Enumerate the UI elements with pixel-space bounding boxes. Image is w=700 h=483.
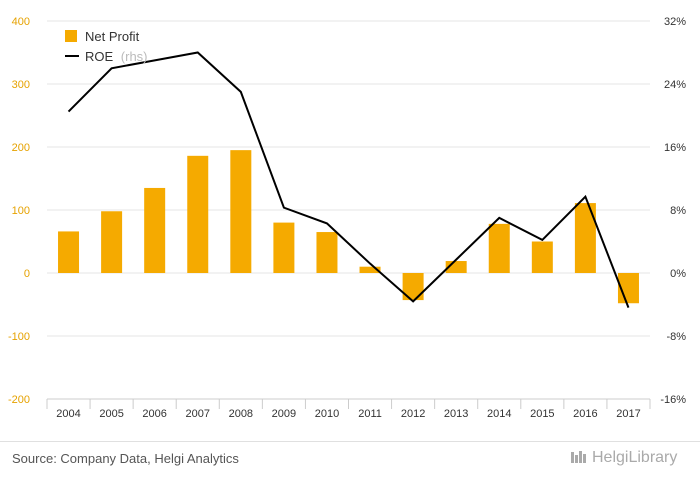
net-profit-bar[interactable] xyxy=(230,150,252,273)
x-tick-label: 2008 xyxy=(229,408,253,420)
net-profit-bar[interactable] xyxy=(402,273,424,301)
net-profit-bars xyxy=(58,150,639,304)
net-profit-bar[interactable] xyxy=(101,211,123,273)
right-tick-label: -8% xyxy=(666,331,686,343)
right-tick-label: 24% xyxy=(664,79,686,91)
right-axis-ticks: -16% -8% 0% 8% 16% 24% 32% xyxy=(660,16,686,406)
left-tick-label: 400 xyxy=(12,16,30,28)
legend-roe-note: (rhs) xyxy=(121,49,148,64)
legend-roe-label: ROE (rhs) xyxy=(85,49,148,64)
legend-bar-swatch xyxy=(65,30,77,42)
x-tick-label: 2013 xyxy=(444,408,468,420)
net-profit-bar[interactable] xyxy=(574,203,596,273)
right-tick-label: 0% xyxy=(670,268,686,280)
legend: Net Profit ROE (rhs) xyxy=(65,29,148,64)
right-tick-label: 16% xyxy=(664,142,686,154)
x-tick-label: 2007 xyxy=(186,408,210,420)
right-tick-label: -16% xyxy=(660,394,686,406)
net-profit-bar[interactable] xyxy=(58,231,80,273)
net-profit-bar[interactable] xyxy=(316,232,338,273)
roe-line[interactable] xyxy=(67,51,630,309)
right-tick-label: 8% xyxy=(670,205,686,217)
x-tick-label: 2006 xyxy=(142,408,166,420)
x-tick-label: 2014 xyxy=(487,408,511,420)
x-tick-label: 2015 xyxy=(530,408,554,420)
source-note: Source: Company Data, Helgi Analytics xyxy=(12,451,239,466)
x-tick-label: 2017 xyxy=(616,408,640,420)
grid-lines xyxy=(46,20,651,409)
x-tick-label: 2010 xyxy=(315,408,339,420)
net-profit-bar[interactable] xyxy=(273,222,295,273)
left-tick-label: 100 xyxy=(12,205,30,217)
roe-line-layer xyxy=(67,51,630,309)
library-icon xyxy=(571,451,586,463)
net-profit-bar[interactable] xyxy=(359,266,381,273)
x-tick-label: 2016 xyxy=(573,408,597,420)
left-tick-label: 0 xyxy=(24,268,30,280)
left-tick-label: 300 xyxy=(12,79,30,91)
left-tick-label: -100 xyxy=(8,331,30,343)
legend-net-profit-label: Net Profit xyxy=(85,29,140,44)
x-tick-label: 2011 xyxy=(358,408,382,420)
chart-area: -200 -100 0 100 200 300 400 -16% -8% 0% 8% 16% 24% 3… xyxy=(8,16,686,420)
right-tick-label: 32% xyxy=(664,16,686,28)
x-tick-label: 2012 xyxy=(401,408,425,420)
net-profit-bar[interactable] xyxy=(531,241,553,274)
left-axis-ticks: -200 -100 0 100 200 300 400 xyxy=(8,16,30,406)
x-axis-ticks: 2004 2005 2006 2007 2008 2009 2010 2011 2012 2013… xyxy=(56,408,640,420)
left-tick-label: -200 xyxy=(8,394,30,406)
x-tick-label: 2009 xyxy=(272,408,296,420)
x-tick-label: 2004 xyxy=(56,408,80,420)
x-tick-label: 2005 xyxy=(99,408,123,420)
brand-logo[interactable]: HelgiLibrary xyxy=(570,449,677,467)
legend-roe-name: ROE xyxy=(85,49,114,64)
net-profit-bar[interactable] xyxy=(187,155,209,273)
net-profit-bar[interactable] xyxy=(445,261,467,273)
net-profit-bar[interactable] xyxy=(488,223,510,273)
left-tick-label: 200 xyxy=(12,142,30,154)
footer-divider xyxy=(0,441,700,442)
brand-text: HelgiLibrary xyxy=(592,449,678,466)
net-profit-bar[interactable] xyxy=(144,187,166,273)
